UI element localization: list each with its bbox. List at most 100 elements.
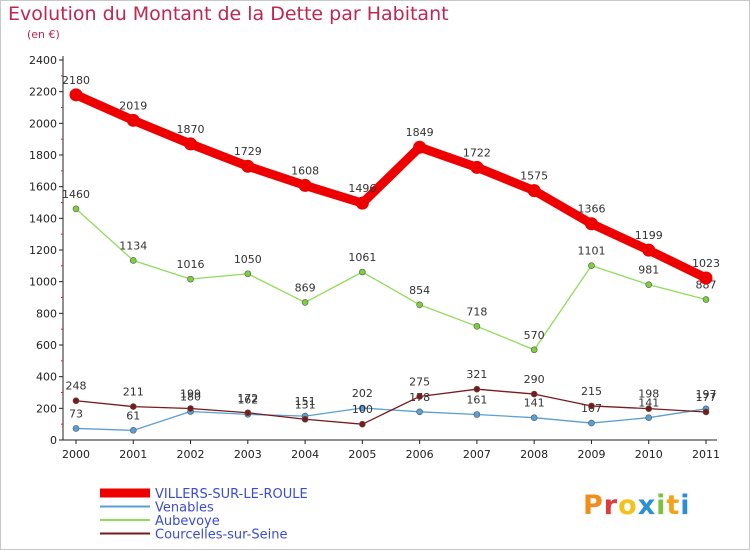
data-point-2 [416,301,423,309]
data-point-1 [359,404,366,412]
y-tick-label: 2200 [29,86,57,99]
data-label-2: 1460 [62,188,90,201]
data-point-2 [588,262,595,269]
y-tick-label: 1200 [29,244,57,257]
data-point-0 [699,271,713,285]
data-point-3 [702,408,710,416]
proxiti-logo: Proxiti [583,490,691,521]
data-point-0 [69,88,83,102]
data-point-0 [241,159,255,173]
data-point-0 [126,113,140,127]
data-point-3 [244,409,252,417]
data-point-3 [588,402,595,410]
data-label-0: 1496 [348,182,376,195]
data-label-3: 290 [524,373,545,386]
x-tick-label: 2001 [119,448,147,461]
data-point-3 [129,403,137,410]
logo-letter: o [618,490,638,521]
data-point-2 [244,270,252,278]
y-tick-label: 1000 [29,276,57,289]
data-point-1 [588,419,595,427]
data-label-3: 198 [638,388,659,401]
data-label-1: 202 [352,387,373,400]
x-tick-label: 2002 [177,448,205,461]
data-point-3 [301,415,309,423]
logo-letter: x [637,490,657,521]
data-point-2 [530,346,538,354]
y-tick-label: 1600 [29,181,57,194]
data-point-0 [470,160,484,174]
data-point-3 [359,420,366,428]
data-point-3 [645,405,653,412]
x-tick-label: 2007 [463,448,491,461]
data-point-1 [129,427,137,434]
y-tick-label: 1400 [29,212,57,225]
data-label-2: 1016 [177,258,205,271]
legend-label: Venables [155,501,214,516]
data-point-3 [72,397,80,405]
series-line-0 [71,90,711,283]
y-tick-label: 2400 [29,54,57,67]
data-label-3: 100 [352,403,373,416]
data-point-2 [702,296,710,303]
data-point-2 [301,299,309,306]
x-tick-label: 2009 [577,448,605,461]
data-point-2 [187,275,194,283]
data-label-1: 141 [524,397,545,410]
data-label-2: 1101 [577,245,605,258]
data-point-3 [187,405,194,412]
y-tick-label: 1800 [29,149,57,162]
data-label-1: 197 [696,388,717,401]
data-label-2: 1061 [348,251,376,264]
data-point-0 [184,137,198,151]
data-point-1 [416,408,423,416]
data-point-1 [645,414,653,421]
data-label-0: 1575 [520,170,548,183]
data-label-0: 2019 [119,99,147,112]
data-label-0: 2180 [62,74,90,87]
data-label-1: 162 [237,393,258,406]
data-point-1 [530,414,538,421]
data-label-0: 1608 [291,164,319,177]
data-label-2: 1134 [119,239,147,252]
y-tick-label: 800 [36,307,57,320]
data-label-1: 151 [295,395,316,408]
logo-letter: t [666,490,681,521]
y-tick-label: 0 [50,434,57,447]
data-point-3 [530,390,538,398]
data-label-3: 321 [466,368,487,381]
legend-label: Courcelles-sur-Seine [155,528,287,543]
data-point-1 [72,425,80,432]
x-tick-label: 2008 [520,448,548,461]
legend-label: Aubevoye [155,514,220,529]
data-label-3: 177 [696,391,717,404]
data-label-1: 73 [69,407,83,420]
logo-letter: P [583,490,604,521]
y-tick-label: 600 [36,339,57,352]
series-line-2 [75,208,707,351]
data-label-0: 1199 [635,229,663,242]
x-tick-label: 2000 [62,448,90,461]
data-label-3: 275 [409,375,430,388]
data-point-0 [298,178,312,192]
data-label-2: 570 [524,329,545,342]
data-label-2: 1050 [234,253,262,266]
data-point-2 [72,205,80,213]
data-label-1: 61 [126,409,140,422]
data-point-0 [584,217,598,231]
x-tick-label: 2004 [291,448,319,461]
y-tick-label: 2000 [29,117,57,130]
data-label-1: 141 [638,397,659,410]
data-point-0 [355,196,369,210]
data-label-3: 199 [180,387,201,400]
series-line-1 [75,407,707,431]
data-point-0 [527,184,541,198]
data-label-0: 1729 [234,145,262,158]
y-tick-label: 400 [36,371,57,384]
data-point-2 [129,257,137,264]
data-point-2 [473,323,481,330]
data-point-0 [413,140,427,154]
x-tick-label: 2010 [635,448,663,461]
